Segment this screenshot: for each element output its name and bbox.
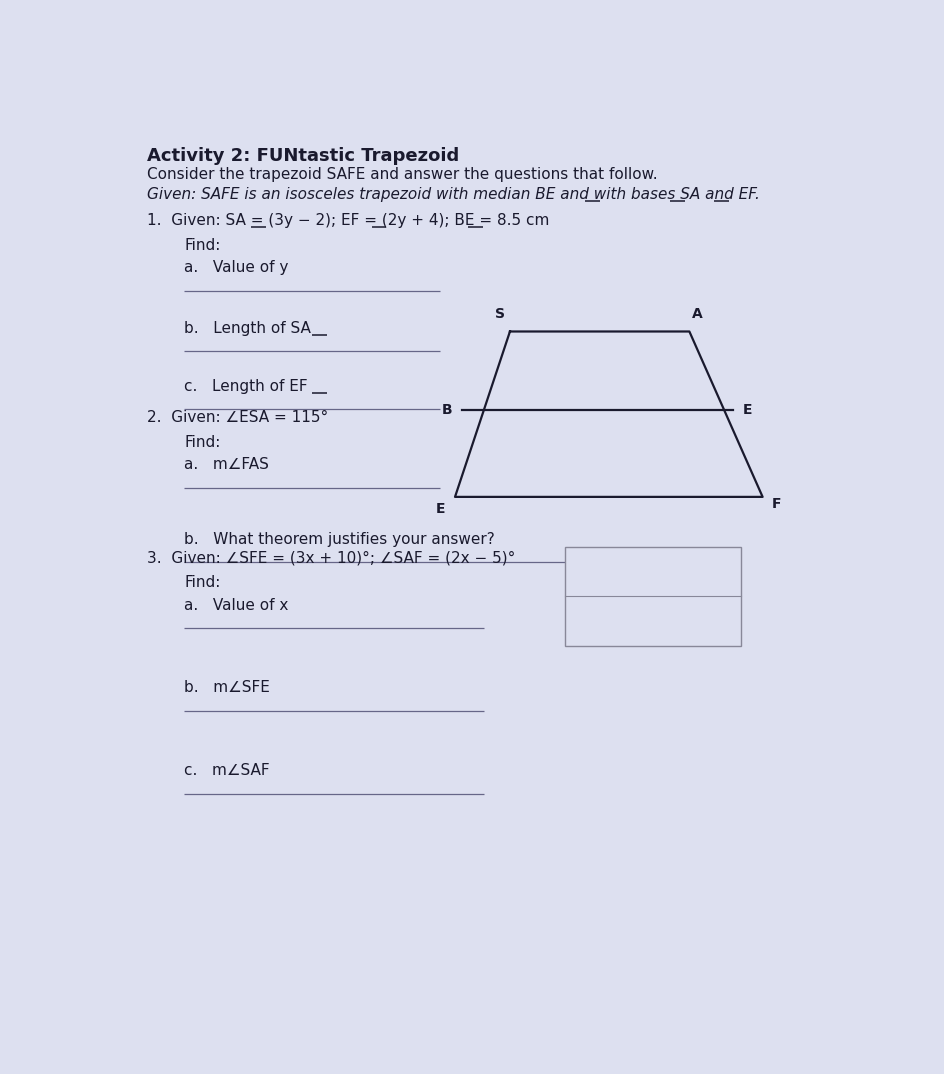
Text: b.   Length of SA: b. Length of SA (184, 321, 311, 336)
Text: Consider the trapezoid SAFE and answer the questions that follow.: Consider the trapezoid SAFE and answer t… (147, 166, 657, 182)
Text: E: E (435, 503, 445, 517)
Text: 3.  Given: ∠SFE = (3x + 10)°; ∠SAF = (2x − 5)°: 3. Given: ∠SFE = (3x + 10)°; ∠SAF = (2x … (147, 551, 515, 566)
Text: Find:: Find: (184, 238, 220, 253)
Text: a.   Value of x: a. Value of x (184, 598, 288, 613)
Bar (565, 547, 740, 645)
Text: c.   m∠SAF: c. m∠SAF (184, 764, 269, 779)
Text: A: A (692, 307, 702, 321)
Text: a.   Value of y: a. Value of y (184, 260, 288, 275)
Text: b.   What theorem justifies your answer?: b. What theorem justifies your answer? (184, 532, 495, 547)
Text: Given: SAFE is an isosceles trapezoid with median BE and with bases SA and EF.: Given: SAFE is an isosceles trapezoid wi… (147, 187, 760, 202)
Text: a.   m∠FAS: a. m∠FAS (184, 458, 269, 473)
Text: E: E (742, 403, 751, 417)
Text: S: S (495, 307, 505, 321)
Text: c.   Length of EF: c. Length of EF (184, 379, 308, 394)
Text: Activity 2: FUNtastic Trapezoid: Activity 2: FUNtastic Trapezoid (147, 147, 459, 165)
Text: Find:: Find: (184, 576, 220, 591)
Text: Find:: Find: (184, 435, 220, 450)
Text: 2.  Given: ∠ESA = 115°: 2. Given: ∠ESA = 115° (147, 410, 329, 425)
Text: B: B (442, 403, 452, 417)
Text: 1.  Given: SA = (3y − 2); EF = (2y + 4); BE = 8.5 cm: 1. Given: SA = (3y − 2); EF = (2y + 4); … (147, 214, 549, 229)
Text: b.   m∠SFE: b. m∠SFE (184, 681, 270, 696)
Text: F: F (771, 497, 781, 511)
